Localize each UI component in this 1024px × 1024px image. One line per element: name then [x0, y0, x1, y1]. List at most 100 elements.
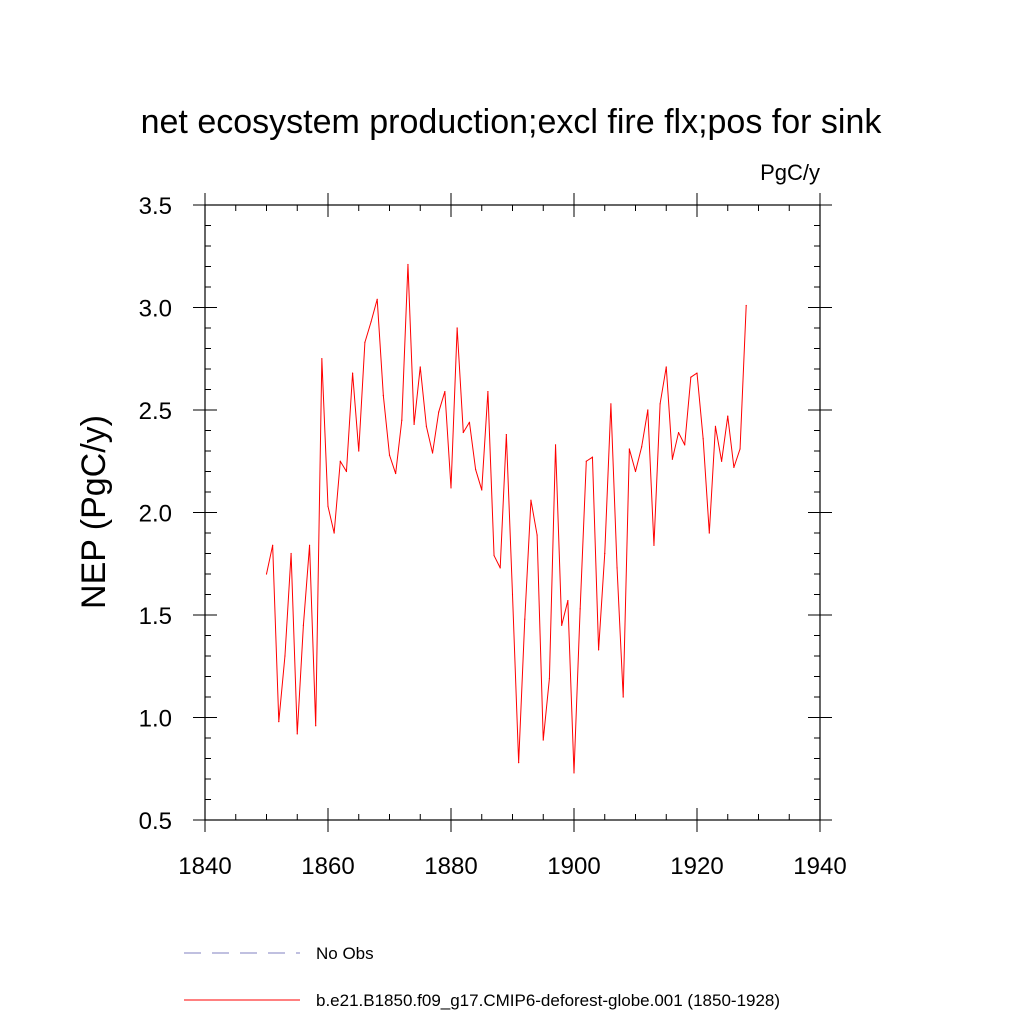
- data-point: [321, 358, 323, 360]
- x-tick-label: 1880: [424, 853, 477, 880]
- data-point: [444, 390, 446, 393]
- y-tick-label: 2.5: [139, 398, 172, 425]
- data-point: [616, 567, 618, 569]
- data-point: [358, 450, 360, 452]
- data-point: [462, 431, 464, 434]
- data-point: [567, 600, 569, 602]
- data-point: [339, 460, 341, 462]
- data-point: [745, 304, 747, 307]
- data-point: [395, 472, 397, 475]
- data-point: [493, 554, 495, 557]
- data-point: [327, 505, 329, 507]
- data-point: [413, 423, 415, 425]
- data-point: [382, 395, 384, 397]
- data-point: [302, 624, 304, 626]
- data-point: [272, 544, 274, 546]
- x-tick-label: 1900: [547, 853, 600, 880]
- data-point: [505, 434, 507, 436]
- data-point: [265, 573, 268, 575]
- data-point: [296, 733, 298, 735]
- units-label: PgC/y: [760, 160, 820, 185]
- x-tick-label: 1920: [670, 853, 723, 880]
- chart-title: net ecosystem production;excl fire flx;p…: [141, 103, 883, 141]
- data-point: [352, 372, 354, 374]
- y-tick-label: 2.0: [139, 501, 172, 528]
- data-point: [721, 460, 723, 462]
- data-point: [315, 725, 317, 727]
- data-point: [518, 762, 520, 764]
- data-point: [388, 454, 391, 456]
- y-tick-label: 3.5: [139, 193, 172, 220]
- data-point: [579, 608, 581, 610]
- data-point: [659, 403, 661, 405]
- y-tick-label: 1.5: [139, 603, 172, 630]
- x-tick-labels: 1840 1860 1880 1900 1920 1940: [178, 853, 846, 880]
- data-point: [376, 298, 378, 300]
- data-point: [714, 425, 717, 427]
- data-point: [561, 624, 563, 626]
- data-point: [284, 655, 286, 657]
- data-point: [604, 552, 606, 555]
- legend-label-model: b.e21.B1850.f09_g17.CMIP6-deforest-globe…: [316, 991, 780, 1010]
- data-point: [598, 649, 600, 651]
- data-point: [419, 366, 421, 368]
- data-point: [739, 448, 741, 450]
- data-point: [653, 544, 655, 546]
- data-point: [511, 593, 514, 596]
- y-tick-label: 0.5: [139, 808, 172, 835]
- axis-ticks: [193, 193, 832, 832]
- data-point: [345, 470, 348, 473]
- legend: No Obs b.e21.B1850.f09_g17.CMIP6-defores…: [184, 944, 780, 1010]
- data-point: [425, 425, 427, 427]
- y-axis-title: NEP (PgC/y): [75, 415, 113, 609]
- data-point: [591, 456, 594, 458]
- data-point: [628, 448, 630, 450]
- data-point: [536, 534, 538, 536]
- data-point: [481, 489, 483, 491]
- data-point: [684, 444, 686, 446]
- data-point: [370, 321, 372, 323]
- data-point: [499, 567, 501, 569]
- data-point: [364, 341, 366, 343]
- data-point: [438, 411, 440, 413]
- data-point: [401, 419, 403, 421]
- data-point: [641, 446, 643, 448]
- data-point: [733, 466, 735, 468]
- data-point: [333, 532, 335, 534]
- data-point: [696, 372, 698, 374]
- x-tick-label: 1860: [301, 853, 354, 880]
- data-point: [622, 696, 624, 698]
- data-point: [585, 460, 587, 462]
- data-point: [610, 403, 612, 405]
- data-point: [456, 327, 458, 329]
- data-point: [727, 415, 729, 417]
- data-point: [290, 552, 292, 555]
- data-point: [475, 468, 477, 471]
- data-point: [708, 532, 710, 534]
- data-point: [542, 739, 544, 741]
- data-point: [431, 452, 434, 454]
- legend-label-no-obs: No Obs: [316, 944, 374, 963]
- data-point: [530, 499, 532, 501]
- data-point: [524, 618, 526, 620]
- data-point: [634, 470, 637, 473]
- data-point: [487, 390, 489, 393]
- data-point: [450, 487, 452, 489]
- data-point: [554, 444, 557, 446]
- data-point: [308, 544, 311, 546]
- data-point: [690, 376, 692, 378]
- series-layer: [265, 263, 747, 774]
- data-point: [702, 438, 704, 440]
- y-tick-label: 3.0: [139, 296, 172, 323]
- y-tick-labels: 0.5 1.0 1.5 2.0 2.5 3.0 3.5: [139, 193, 172, 835]
- data-point: [548, 677, 551, 680]
- data-point: [573, 772, 575, 774]
- data-point: [665, 366, 667, 368]
- data-point: [407, 263, 409, 266]
- data-point: [647, 409, 649, 411]
- data-point: [468, 421, 471, 423]
- data-point: [671, 458, 674, 460]
- data-point: [677, 431, 680, 434]
- data-point: [278, 721, 280, 723]
